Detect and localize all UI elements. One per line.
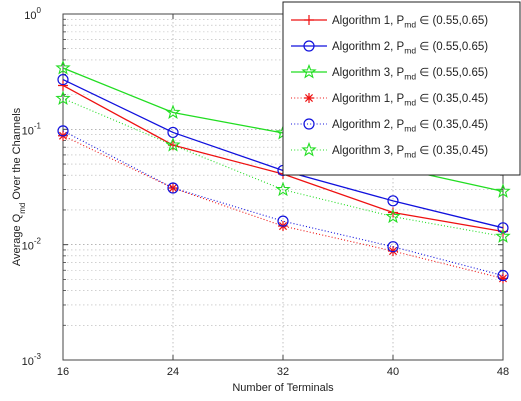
plus-marker bbox=[304, 15, 314, 25]
star-marker bbox=[55, 90, 71, 106]
legend-entry: Algorithm 1, Pmd ∈ (0.55,0.65) bbox=[291, 15, 488, 30]
x-tick-label: 16 bbox=[57, 366, 69, 378]
legend-label: Algorithm 1, Pmd ∈ (0.55,0.65) bbox=[332, 15, 488, 30]
series-5 bbox=[57, 125, 509, 282]
star-marker bbox=[385, 208, 401, 224]
legend-entry: Algorithm 3, Pmd ∈ (0.55,0.65) bbox=[291, 63, 488, 82]
legend-label: Algorithm 3, Pmd ∈ (0.55,0.65) bbox=[332, 67, 488, 82]
circle-marker bbox=[303, 40, 315, 52]
y-axis-label-sub: md bbox=[18, 203, 27, 214]
circle-marker bbox=[497, 269, 509, 282]
legend-label: Algorithm 1, Pmd ∈ (0.35,0.45) bbox=[332, 93, 488, 108]
legend-box bbox=[282, 1, 521, 176]
legend-label: Algorithm 2, Pmd ∈ (0.35,0.45) bbox=[332, 119, 488, 134]
y-tick-label: 10-3 bbox=[22, 352, 42, 368]
legend-label: Algorithm 3, Pmd ∈ (0.35,0.45) bbox=[332, 145, 488, 160]
circle-marker bbox=[387, 241, 399, 253]
circle-marker bbox=[167, 182, 179, 194]
y-axis-label: Average Qmd Over the Channels bbox=[11, 107, 27, 266]
plus-marker bbox=[58, 80, 68, 91]
y-tick-label: 100 bbox=[24, 6, 41, 22]
circle-marker bbox=[497, 222, 509, 234]
asterisk-marker bbox=[388, 246, 398, 257]
circle-marker bbox=[303, 118, 315, 130]
star-marker bbox=[301, 141, 317, 157]
circle-marker bbox=[387, 195, 399, 207]
y-tick-label: 10-2 bbox=[22, 237, 42, 253]
series-6 bbox=[55, 90, 511, 243]
star-marker bbox=[165, 104, 181, 120]
y-axis-label-rest: Over the Channels bbox=[11, 107, 23, 202]
axis-ticks: 16 24 32 40 48 10-3 10-2 10-1 100 bbox=[22, 6, 510, 378]
legend-entry: Algorithm 2, Pmd ∈ (0.35,0.45) bbox=[291, 118, 488, 134]
asterisk-marker bbox=[304, 93, 314, 103]
star-marker bbox=[301, 63, 317, 79]
star-marker bbox=[55, 59, 71, 75]
asterisk-marker bbox=[498, 273, 508, 284]
circle-marker bbox=[277, 215, 289, 227]
star-marker bbox=[275, 181, 291, 197]
legend-entry: Algorithm 2, Pmd ∈ (0.55,0.65) bbox=[291, 40, 488, 56]
x-tick-label: 40 bbox=[387, 366, 399, 378]
x-axis-label: Number of Terminals bbox=[232, 382, 334, 394]
asterisk-marker bbox=[168, 182, 178, 193]
star-marker bbox=[495, 183, 511, 198]
legend: Algorithm 1, Pmd ∈ (0.55,0.65) Algorithm … bbox=[282, 1, 521, 176]
x-tick-label: 32 bbox=[277, 366, 289, 378]
x-tick-label: 48 bbox=[497, 366, 509, 378]
y-axis-label-main: Average Q bbox=[11, 213, 23, 266]
legend-entry: Algorithm 3, Pmd ∈ (0.35,0.45) bbox=[291, 141, 488, 160]
star-marker bbox=[165, 137, 181, 152]
circle-marker bbox=[57, 125, 69, 137]
circle-marker bbox=[57, 73, 69, 86]
x-tick-label: 24 bbox=[167, 366, 179, 378]
star-marker bbox=[495, 228, 511, 243]
legend-entry: Algorithm 1, Pmd ∈ (0.35,0.45) bbox=[291, 93, 488, 108]
y-tick-label: 10-1 bbox=[22, 121, 42, 137]
legend-label: Algorithm 2, Pmd ∈ (0.55,0.65) bbox=[332, 41, 488, 56]
